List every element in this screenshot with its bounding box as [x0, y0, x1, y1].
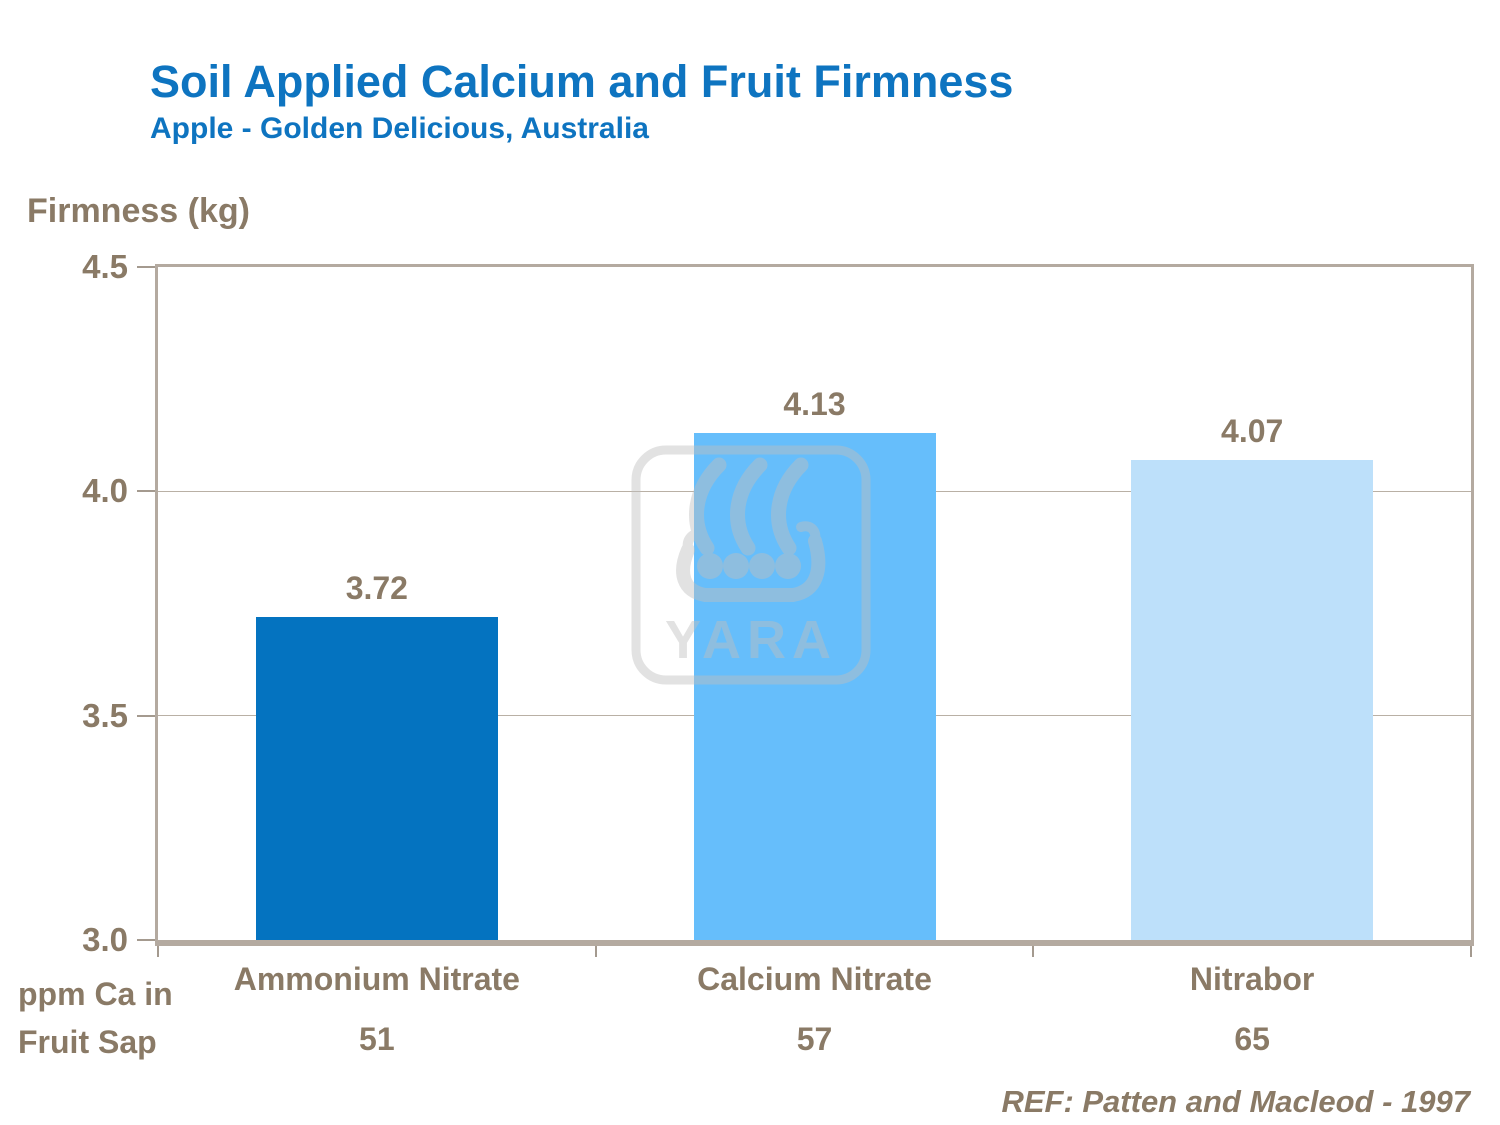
x-tick-mark — [594, 946, 597, 957]
x-axis-note: ppm Ca in Fruit Sap — [18, 970, 173, 1066]
bar-nitrabor — [1131, 459, 1374, 940]
y-tick-mark — [137, 490, 155, 493]
bar-ammonium-nitrate — [255, 616, 498, 940]
logo-border — [631, 445, 871, 685]
x-tick-mark — [1470, 946, 1472, 957]
category-label-ammonium-nitrate: Ammonium Nitrate — [233, 961, 520, 997]
y-tick-label: 4.5 — [82, 248, 128, 285]
value-label-ammonium-nitrate: 3.72 — [345, 569, 408, 606]
x-tick-mark — [157, 946, 159, 957]
ppm-value-calcium-nitrate: 57 — [796, 1021, 833, 1057]
reference-text: REF: Patten and Macleod - 1997 — [1001, 1084, 1470, 1119]
viking-sails-icon — [689, 457, 809, 556]
plot-area: 3.72 4.13 4.07 — [155, 264, 1474, 946]
ppm-value-nitrabor: 65 — [1234, 1021, 1270, 1057]
y-tick-mark — [137, 714, 155, 717]
bar-calcium-nitrate — [693, 433, 936, 940]
category-label-calcium-nitrate: Calcium Nitrate — [697, 961, 932, 997]
viking-ship-hull-icon — [676, 521, 826, 602]
chart-title: Soil Applied Calcium and Fruit Firmness — [150, 56, 1014, 107]
ppm-value-ammonium-nitrate: 51 — [359, 1021, 395, 1057]
value-label-calcium-nitrate: 4.13 — [783, 386, 846, 423]
x-tick-mark — [1032, 946, 1035, 957]
y-tick-label: 4.0 — [82, 472, 128, 510]
category-label-nitrabor: Nitrabor — [1189, 961, 1315, 997]
y-axis-title: Firmness (kg) — [27, 192, 250, 230]
y-tick-label: 3.5 — [82, 696, 128, 734]
chart-subtitle: Apple - Golden Delicious, Australia — [150, 112, 649, 145]
value-label-nitrabor: 4.07 — [1221, 412, 1284, 449]
yara-wordmark: YARA — [665, 610, 837, 670]
y-tick-mark — [137, 266, 155, 268]
y-tick-label: 3.0 — [82, 921, 128, 958]
y-tick-mark — [137, 939, 155, 941]
x-axis-note-line2: Fruit Sap — [18, 1024, 157, 1060]
yara-watermark-logo: YARA — [631, 445, 871, 685]
x-axis-note-line1: ppm Ca in — [18, 976, 173, 1012]
